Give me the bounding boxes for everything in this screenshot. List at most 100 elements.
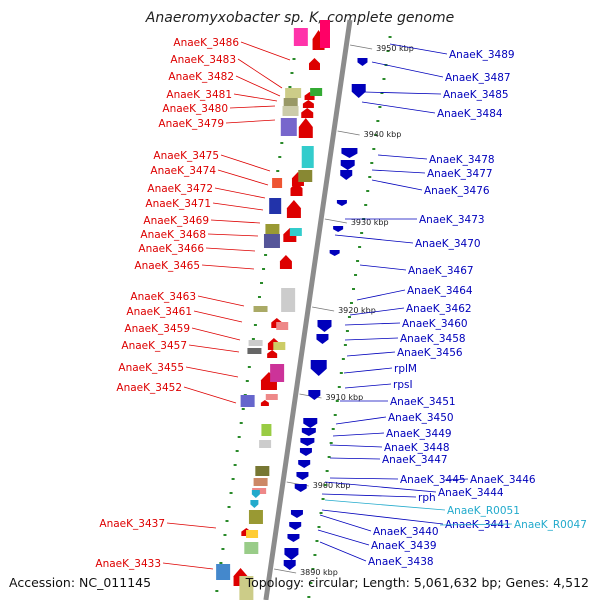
left-label-connector xyxy=(240,41,291,61)
left-label-connector xyxy=(166,522,217,529)
left-gene-label: AnaeK_3486 xyxy=(173,37,239,49)
right-gene-label: AnaeK_3438 xyxy=(368,556,434,568)
tick-dot xyxy=(219,562,223,564)
tick-dot xyxy=(262,268,266,270)
tick-dot xyxy=(352,288,356,290)
tick-dot xyxy=(368,176,372,178)
tick-dot xyxy=(288,86,292,88)
right-label-connector xyxy=(439,523,513,526)
tick-dot xyxy=(339,372,343,374)
left-gene-label: AnaeK_3475 xyxy=(153,150,219,162)
right-gene-label: AnaeK_3458 xyxy=(400,333,466,345)
kbp-tick-label: 3890 kbp xyxy=(300,568,338,577)
tick-dot xyxy=(354,274,358,276)
tick-dot xyxy=(345,330,349,332)
left-label-connector xyxy=(207,233,259,237)
gene-block xyxy=(240,395,255,407)
tick-dot xyxy=(239,422,243,424)
left-gene-label: AnaeK_3472 xyxy=(147,183,213,195)
left-label-connector xyxy=(201,264,255,270)
gene-block xyxy=(246,530,259,538)
left-gene-label: AnaeK_3479 xyxy=(158,118,224,130)
left-gene-label: AnaeK_3466 xyxy=(138,243,204,255)
gene-arrow-plus xyxy=(308,390,321,400)
gene-block xyxy=(265,224,280,236)
right-gene-label: AnaeK_3450 xyxy=(388,412,454,424)
gene-block xyxy=(276,322,289,330)
gene-block xyxy=(289,228,302,236)
tick-dot xyxy=(317,526,321,528)
map-title: Anaeromyxobacter sp. K, complete genome xyxy=(145,10,455,26)
gene-block xyxy=(280,118,297,136)
right-gene-label: AnaeK_3444 xyxy=(438,487,504,499)
right-label-connector xyxy=(324,499,446,511)
gene-block xyxy=(253,306,268,312)
gene-arrow-plus xyxy=(300,438,315,446)
tick-dot xyxy=(223,534,227,536)
gene-block xyxy=(272,178,283,188)
gene-arrow-plus xyxy=(333,226,344,232)
gene-block xyxy=(248,510,263,524)
right-gene-label: AnaeK_3446 xyxy=(470,474,536,486)
genome-backbone xyxy=(263,19,353,600)
gene-block xyxy=(310,88,323,96)
right-label-connector xyxy=(335,416,387,425)
tick-dot xyxy=(235,450,239,452)
gene-arrow-plus xyxy=(283,560,296,570)
right-label-connector xyxy=(389,43,448,55)
left-label-connector xyxy=(183,386,237,404)
left-label-connector xyxy=(225,119,276,124)
tick-dot xyxy=(372,148,376,150)
left-label-connector xyxy=(220,154,271,172)
right-gene-label: AnaeK_3441 xyxy=(445,519,511,531)
left-label-connector xyxy=(191,327,241,341)
kbp-tick-label: 3950 kbp xyxy=(376,44,414,53)
kbp-tick-label: 3910 kbp xyxy=(325,393,363,402)
gene-arrow-plus xyxy=(351,84,366,98)
right-label-connector xyxy=(371,61,444,78)
right-gene-label: AnaeK_3484 xyxy=(437,108,503,120)
tick-dot xyxy=(382,78,386,80)
gene-block xyxy=(269,198,282,214)
gene-block xyxy=(273,342,286,350)
gene-arrow-plus xyxy=(301,428,316,436)
tick-dot xyxy=(333,414,337,416)
right-gene-label: AnaeK_3478 xyxy=(429,154,495,166)
kbp-tick-label: 3900 kbp xyxy=(313,481,351,490)
tick-dot xyxy=(307,596,311,598)
left-label-connector xyxy=(205,247,256,252)
tick-dot xyxy=(309,582,313,584)
gene-arrow-minus xyxy=(279,255,292,269)
gene-block xyxy=(270,364,285,382)
right-label-connector xyxy=(319,514,372,532)
kbp-tick-label: 3940 kbp xyxy=(364,130,402,139)
right-gene-label: AnaeK_3439 xyxy=(371,540,437,552)
right-label-connector xyxy=(321,493,417,498)
tick-dot xyxy=(245,380,249,382)
right-label-connector xyxy=(324,481,437,493)
tick-dot xyxy=(380,92,384,94)
right-gene-label: AnaeK_3460 xyxy=(402,318,468,330)
right-label-connector xyxy=(363,91,442,95)
right-gene-label: AnaeK_R0047 xyxy=(514,519,587,531)
gene-arrow-plus xyxy=(284,548,299,560)
right-gene-label: rplM xyxy=(394,363,417,375)
right-label-connector xyxy=(321,509,444,525)
tick-dot xyxy=(221,548,225,550)
tick-dot xyxy=(327,456,331,458)
left-label-connector xyxy=(162,562,214,570)
right-label-connector xyxy=(329,457,381,460)
right-label-connector xyxy=(377,154,428,160)
gene-arrow-plus xyxy=(340,170,353,180)
tick-dot xyxy=(313,554,317,556)
left-gene-label: AnaeK_3465 xyxy=(134,260,200,272)
gene-arrow-plus xyxy=(294,484,307,492)
tick-dot xyxy=(335,400,339,402)
tick-dot xyxy=(319,512,323,514)
left-gene-label: AnaeK_3474 xyxy=(150,165,216,177)
left-label-connector xyxy=(212,202,264,211)
tick-dot xyxy=(343,344,347,346)
right-gene-label: AnaeK_3440 xyxy=(373,526,439,538)
right-gene-label: AnaeK_3489 xyxy=(449,49,515,61)
gene-block xyxy=(285,88,302,98)
